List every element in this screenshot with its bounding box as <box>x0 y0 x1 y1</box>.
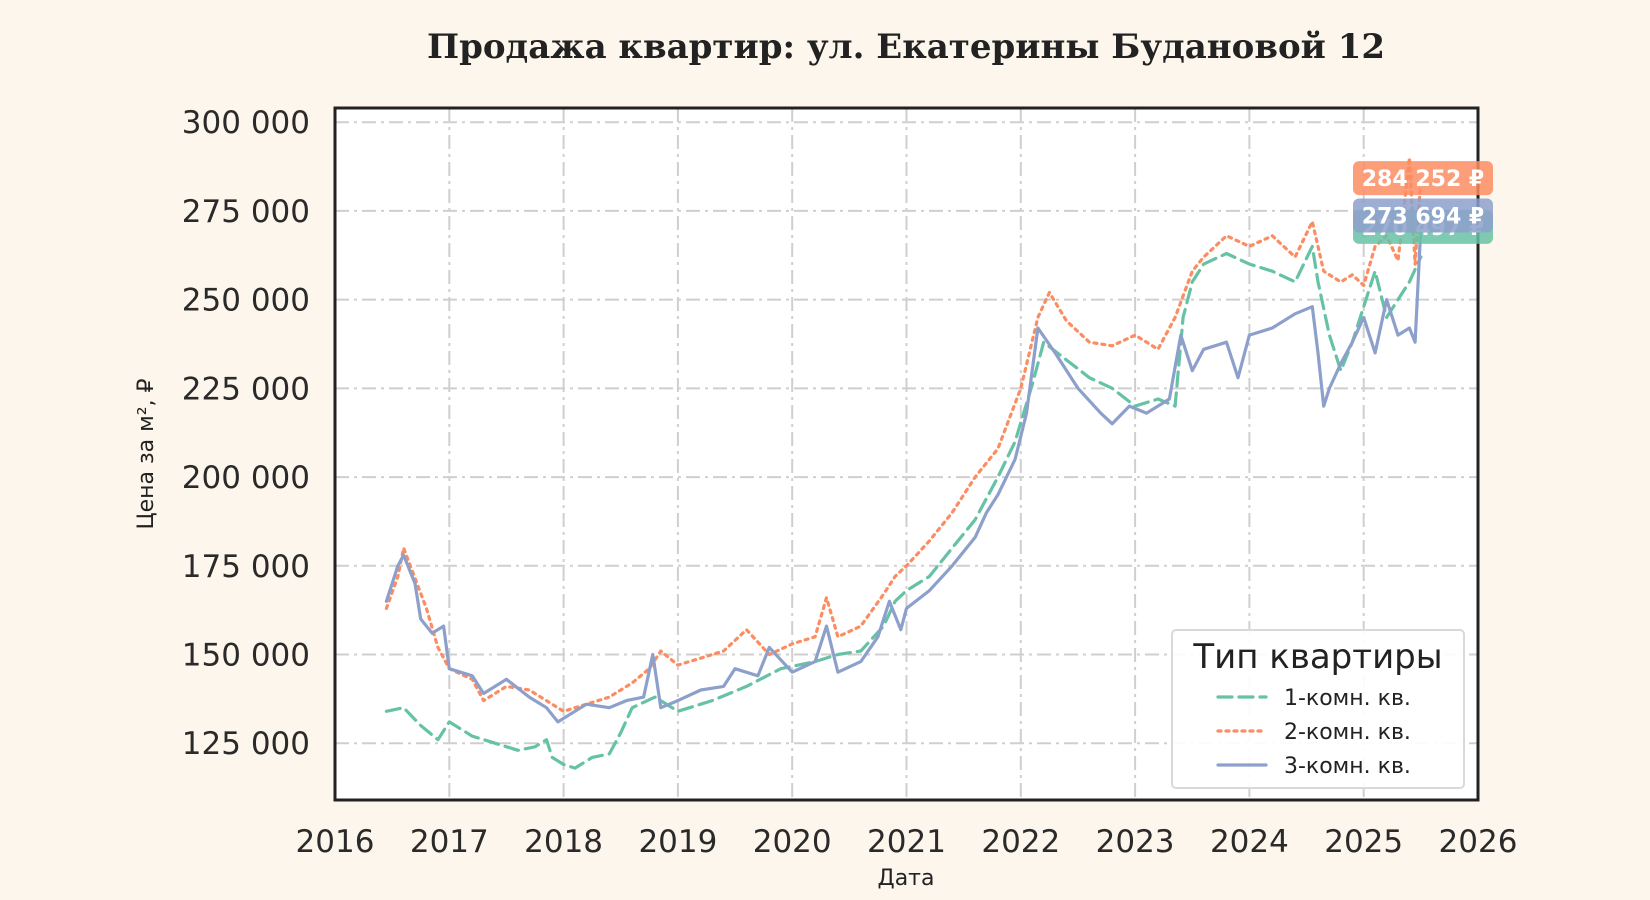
x-tick-label: 2022 <box>981 824 1060 860</box>
x-tick-label: 2024 <box>1210 824 1289 860</box>
legend-label: 1-комн. кв. <box>1284 686 1411 711</box>
end-value-label: 284 252 ₽ <box>1362 167 1484 192</box>
x-tick-label: 2017 <box>410 824 489 860</box>
y-tick-label: 300 000 <box>182 105 310 141</box>
y-tick-label: 125 000 <box>182 726 310 762</box>
x-tick-label: 2019 <box>638 824 717 860</box>
y-tick-label: 150 000 <box>182 638 310 674</box>
y-tick-label: 250 000 <box>182 283 310 319</box>
y-axis-label: Цена за м², ₽ <box>134 378 159 529</box>
y-tick-label: 225 000 <box>182 371 310 407</box>
chart-title: Продажа квартир: ул. Екатерины Будановой… <box>427 27 1385 67</box>
x-tick-label: 2025 <box>1324 824 1403 860</box>
y-tick-label: 175 000 <box>182 549 310 585</box>
x-tick-label: 2021 <box>867 824 946 860</box>
x-tick-label: 2018 <box>524 824 603 860</box>
series-layer <box>384 156 1423 770</box>
series-line <box>384 156 1423 713</box>
legend-box <box>1171 629 1465 789</box>
end-value-badge: 273 694 ₽ <box>1353 198 1493 233</box>
x-tick-label: 2020 <box>753 824 832 860</box>
legend-label: 3-комн. кв. <box>1284 754 1411 779</box>
series-line <box>384 227 1423 724</box>
x-tick-label: 2023 <box>1096 824 1175 860</box>
plot-frame <box>333 106 1480 802</box>
end-label-layer: 284 252 ₽270 497 ₽273 694 ₽ <box>1353 161 1493 244</box>
end-value-label: 273 694 ₽ <box>1362 205 1484 230</box>
x-axis-label: Дата <box>878 866 935 891</box>
x-tick-label: 2016 <box>296 824 375 860</box>
legend: Тип квартиры 1-комн. кв. 2-комн. кв. 3-ком… <box>1171 629 1465 789</box>
end-value-badge-bg <box>1353 198 1493 233</box>
legend-title: Тип квартиры <box>1192 637 1442 677</box>
tick-layer: 2016 2017 2018 2019 2020 2021 2022 2023 2024 2025… <box>182 105 1518 860</box>
y-tick-label: 200 000 <box>182 460 310 496</box>
legend-label: 2-комн. кв. <box>1284 720 1411 745</box>
end-value-badge: 284 252 ₽ <box>1353 161 1493 196</box>
series-line <box>384 244 1423 770</box>
x-tick-label: 2026 <box>1439 824 1518 860</box>
end-value-badge-bg <box>1353 161 1493 196</box>
y-tick-label: 275 000 <box>182 194 310 230</box>
legend-items: 1-комн. кв. 2-комн. кв. 3-комн. кв. <box>1216 686 1411 779</box>
